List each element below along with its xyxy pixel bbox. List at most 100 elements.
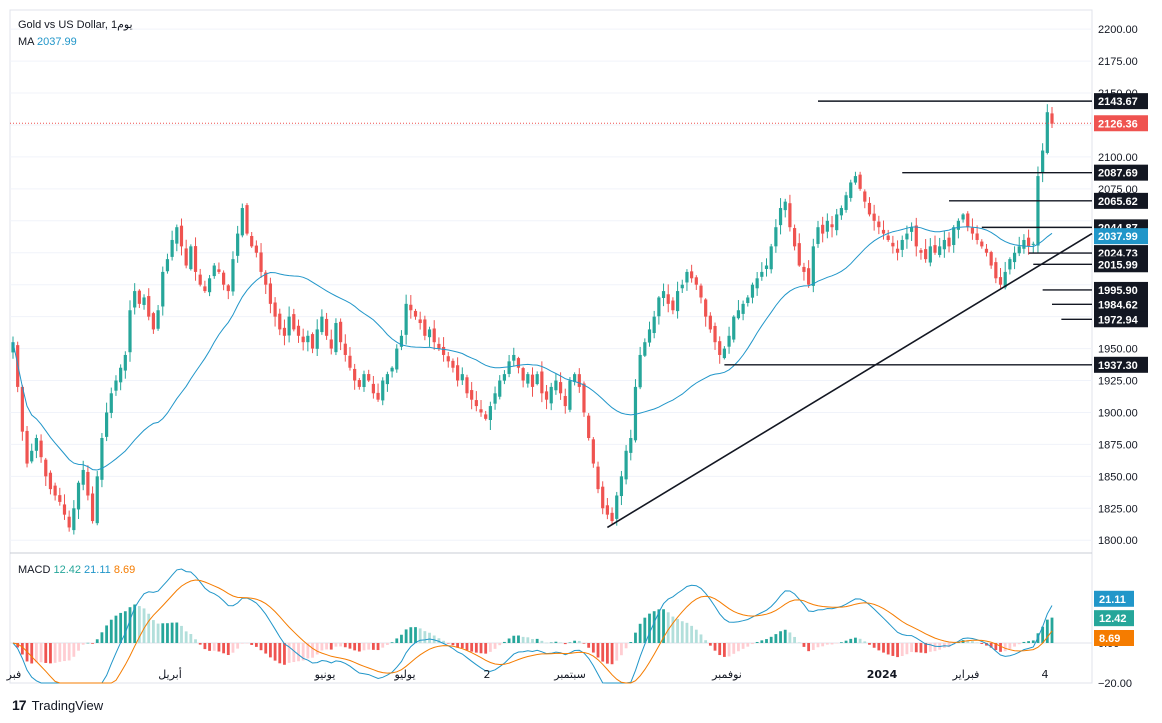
candle-body[interactable]	[156, 310, 160, 329]
candle[interactable]	[605, 497, 609, 520]
candle[interactable]	[638, 346, 642, 390]
tradingview-brand[interactable]: 17 TradingView	[12, 697, 103, 713]
candle-body[interactable]	[147, 296, 151, 317]
candle-body[interactable]	[409, 304, 413, 311]
candle[interactable]	[825, 213, 829, 239]
candle-body[interactable]	[807, 268, 811, 285]
candle[interactable]	[189, 244, 193, 271]
candle-body[interactable]	[797, 243, 801, 266]
candle-body[interactable]	[830, 224, 834, 228]
candle[interactable]	[320, 309, 324, 335]
candle-body[interactable]	[530, 374, 535, 387]
candle-body[interactable]	[287, 316, 291, 336]
candle-body[interactable]	[20, 386, 24, 432]
candle-body[interactable]	[451, 360, 455, 368]
candle[interactable]	[690, 264, 694, 283]
candle-body[interactable]	[371, 383, 375, 394]
candle-body[interactable]	[835, 214, 839, 231]
candle-body[interactable]	[554, 380, 558, 391]
candle[interactable]	[881, 220, 886, 240]
candle-body[interactable]	[587, 415, 591, 439]
candle[interactable]	[905, 225, 909, 249]
candle[interactable]	[909, 222, 914, 241]
candle-body[interactable]	[1031, 243, 1035, 245]
candle[interactable]	[633, 379, 638, 443]
candle[interactable]	[170, 230, 174, 261]
candle-body[interactable]	[502, 374, 507, 381]
candle[interactable]	[236, 225, 240, 263]
candle[interactable]	[661, 283, 666, 307]
candle-body[interactable]	[189, 246, 193, 270]
candle[interactable]	[858, 171, 862, 191]
candle[interactable]	[956, 218, 960, 239]
candle-body[interactable]	[81, 469, 85, 485]
candle[interactable]	[980, 239, 984, 249]
candle[interactable]	[76, 480, 81, 519]
candle-body[interactable]	[470, 390, 474, 400]
candle-body[interactable]	[909, 227, 914, 232]
candle-body[interactable]	[507, 361, 511, 374]
candle-body[interactable]	[928, 246, 932, 263]
candle[interactable]	[498, 375, 502, 400]
candle[interactable]	[86, 465, 90, 501]
candle[interactable]	[807, 260, 811, 288]
candle[interactable]	[610, 507, 614, 525]
candle-body[interactable]	[849, 182, 853, 198]
candle[interactable]	[727, 326, 731, 354]
candle[interactable]	[156, 305, 160, 331]
candle-body[interactable]	[802, 266, 806, 272]
candle[interactable]	[1050, 106, 1054, 129]
candle-body[interactable]	[615, 495, 619, 519]
candle[interactable]	[348, 347, 352, 371]
candle-body[interactable]	[966, 213, 970, 228]
candle[interactable]	[250, 231, 254, 248]
candle[interactable]	[835, 208, 839, 236]
candle-body[interactable]	[193, 246, 198, 272]
candle[interactable]	[778, 198, 783, 235]
candle[interactable]	[175, 224, 179, 252]
candle-body[interactable]	[404, 303, 408, 335]
candle-body[interactable]	[151, 313, 156, 330]
candle-body[interactable]	[34, 438, 39, 451]
candle[interactable]	[657, 296, 661, 325]
candle-body[interactable]	[680, 284, 684, 289]
candle-body[interactable]	[947, 237, 951, 247]
candle[interactable]	[133, 283, 137, 315]
candle[interactable]	[217, 262, 221, 274]
candle-body[interactable]	[1022, 239, 1026, 249]
candle-body[interactable]	[437, 343, 441, 349]
candle[interactable]	[1041, 143, 1045, 183]
candle-body[interactable]	[427, 329, 432, 338]
candle[interactable]	[900, 235, 904, 258]
candle[interactable]	[643, 338, 647, 358]
candle[interactable]	[1045, 104, 1049, 155]
candle[interactable]	[25, 425, 29, 468]
candle[interactable]	[558, 372, 563, 400]
candle-body[interactable]	[334, 323, 338, 353]
candle-body[interactable]	[161, 271, 165, 307]
candle-body[interactable]	[292, 314, 296, 330]
candle-body[interactable]	[886, 235, 890, 240]
candle[interactable]	[989, 250, 993, 269]
candle[interactable]	[849, 179, 853, 202]
candle-body[interactable]	[750, 284, 755, 298]
candle-body[interactable]	[661, 291, 666, 299]
candle[interactable]	[704, 298, 708, 327]
candle[interactable]	[1008, 257, 1012, 275]
candle[interactable]	[540, 361, 544, 403]
candle-body[interactable]	[456, 365, 460, 381]
candle[interactable]	[1022, 234, 1026, 254]
candle[interactable]	[53, 482, 57, 501]
candle-body[interactable]	[746, 297, 750, 304]
candle-body[interactable]	[48, 472, 53, 490]
candle[interactable]	[891, 235, 895, 254]
candle[interactable]	[385, 371, 390, 392]
candle-body[interactable]	[722, 348, 726, 359]
candle-body[interactable]	[343, 343, 347, 355]
candle[interactable]	[362, 370, 366, 392]
candle[interactable]	[137, 289, 141, 309]
candle[interactable]	[488, 401, 492, 431]
candle[interactable]	[895, 240, 900, 261]
candle[interactable]	[872, 204, 876, 231]
candle[interactable]	[390, 366, 394, 378]
